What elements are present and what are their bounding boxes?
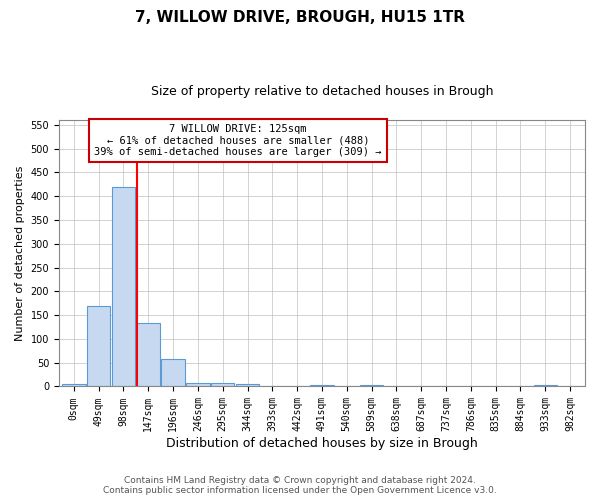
X-axis label: Distribution of detached houses by size in Brough: Distribution of detached houses by size … <box>166 437 478 450</box>
Bar <box>236 384 259 386</box>
Bar <box>186 382 209 386</box>
Bar <box>161 359 185 386</box>
Bar <box>62 384 86 386</box>
Title: Size of property relative to detached houses in Brough: Size of property relative to detached ho… <box>151 85 493 98</box>
Text: 7 WILLOW DRIVE: 125sqm
← 61% of detached houses are smaller (488)
39% of semi-de: 7 WILLOW DRIVE: 125sqm ← 61% of detached… <box>94 124 382 157</box>
Bar <box>136 323 160 386</box>
Y-axis label: Number of detached properties: Number of detached properties <box>15 166 25 341</box>
Text: Contains HM Land Registry data © Crown copyright and database right 2024.
Contai: Contains HM Land Registry data © Crown c… <box>103 476 497 495</box>
Bar <box>112 186 135 386</box>
Bar <box>211 382 235 386</box>
Bar <box>360 384 383 386</box>
Text: 7, WILLOW DRIVE, BROUGH, HU15 1TR: 7, WILLOW DRIVE, BROUGH, HU15 1TR <box>135 10 465 25</box>
Bar <box>533 384 557 386</box>
Bar <box>87 306 110 386</box>
Bar <box>310 384 334 386</box>
